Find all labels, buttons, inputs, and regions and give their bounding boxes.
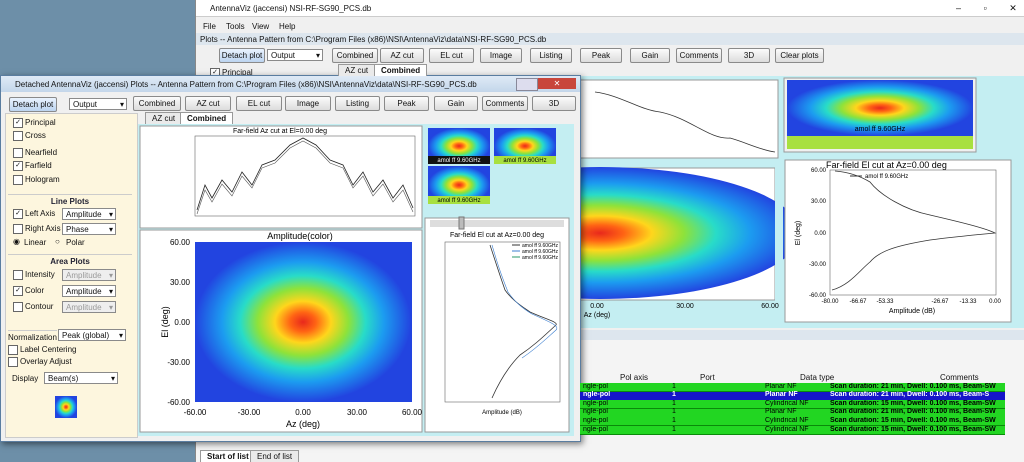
y-tick-label: 60.00 [811,168,827,174]
y-tick-label: 0.00 [814,231,826,237]
thumb-label: amol ff 9.60GHz [503,158,546,164]
plot-title: Far-field El cut at Az=0.00 deg [826,160,947,170]
y-tick-label: 30.00 [811,199,827,205]
principal-label: Principal [222,68,253,77]
close[interactable]: ✕ [538,78,576,89]
el-curve [491,244,558,359]
detached-title-bar [1,76,580,92]
y-tick-label: 30.00 [170,278,191,287]
el-curve [489,244,557,399]
heatmap-top-strip [787,136,973,149]
x-tick-label: 0.00 [989,299,1001,305]
line-plot-frame [579,79,779,159]
title-bar [196,0,1024,17]
window-title: AntennaViz (jaccensi) NSI-RF-SG90_PCS.db [210,4,372,13]
line-curve [594,91,776,153]
output-dropdown[interactable]: Output [69,98,127,111]
x-tick-label: -26.67 [931,299,949,305]
output-dropdown[interactable]: Output [267,49,323,62]
y-axis-label: El (deg) [160,306,170,338]
x-tick-label: -60.00 [184,408,207,417]
x-axis-label: Amplitude (dB) [889,308,935,315]
window-controls[interactable]: – ▫ ✕ [956,3,1024,13]
slider-thumb[interactable] [458,216,465,230]
detached-title: Detached AntennaViz (jaccensi) Plots -- … [15,80,477,89]
az-curve [196,140,414,215]
colorbar-icon [55,396,77,418]
heatmap-top [787,80,973,136]
plot-title: Far-field El cut at Az=0.00 deg [450,232,544,239]
thumb-label: amol ff 9.60GHz [437,158,480,164]
thumb-strip [428,196,490,204]
x-tick-label: -66.67 [849,299,867,305]
amp-heatmap [195,242,411,402]
y-tick-label: -60.00 [809,293,827,299]
x-tick-label: 0.00 [590,303,604,310]
minimize[interactable] [516,78,538,91]
x-tick-label: 30.00 [676,303,694,310]
y-tick-label: 0.00 [174,318,190,327]
x-tick-label: -80.00 [821,299,839,305]
y-tick-label: -60.00 [167,398,190,407]
plot-title: Amplitude(color) [267,231,333,241]
az-curve [196,137,414,211]
az-plot-area [194,135,416,217]
y-tick-label: 60.00 [170,238,191,247]
heatmap-label: amol ff 9.60GHz [855,126,906,133]
legend-label: amol ff 9.60GHz [522,249,559,255]
plots-header [196,33,1024,45]
thumb-strip [494,156,556,164]
legend-label: amol ff 9.60GHz [865,174,908,180]
plots-title: Plots -- Antenna Pattern from C:\Program… [200,35,547,44]
y-axis-label: El (deg) [795,221,802,246]
x-tick-label: 60.00 [761,303,779,310]
x-tick-label: 60.00 [402,408,423,417]
x-tick-label: -30.00 [238,408,261,417]
x-tick-label: -13.33 [959,299,977,305]
plot-title: Far-field Az cut at El=0.00 deg [233,128,327,135]
el-curve [831,170,997,291]
clip [775,166,783,306]
detach-button[interactable]: Detach plot [219,48,265,63]
thumb-label: amol ff 9.60GHz [437,198,480,204]
y-tick-label: -30.00 [167,358,190,367]
detach-button[interactable]: Detach plot [9,97,57,112]
x-axis-label: Az (deg) [584,312,610,319]
x-tick-label: 0.00 [295,408,311,417]
legend-label: amol ff 9.60GHz [522,255,559,261]
list-header [196,330,1024,340]
slider[interactable] [430,220,564,227]
thumb-strip [428,156,490,164]
y-tick-label: -30.00 [809,262,827,268]
legend-label: amol ff 9.60GHz [522,243,559,249]
x-axis-label: Amplitude (dB) [482,410,522,416]
x-tick-label: -53.33 [876,299,894,305]
el-area [444,241,561,403]
x-axis-label: Az (deg) [286,419,320,429]
x-tick-label: 30.00 [347,408,368,417]
